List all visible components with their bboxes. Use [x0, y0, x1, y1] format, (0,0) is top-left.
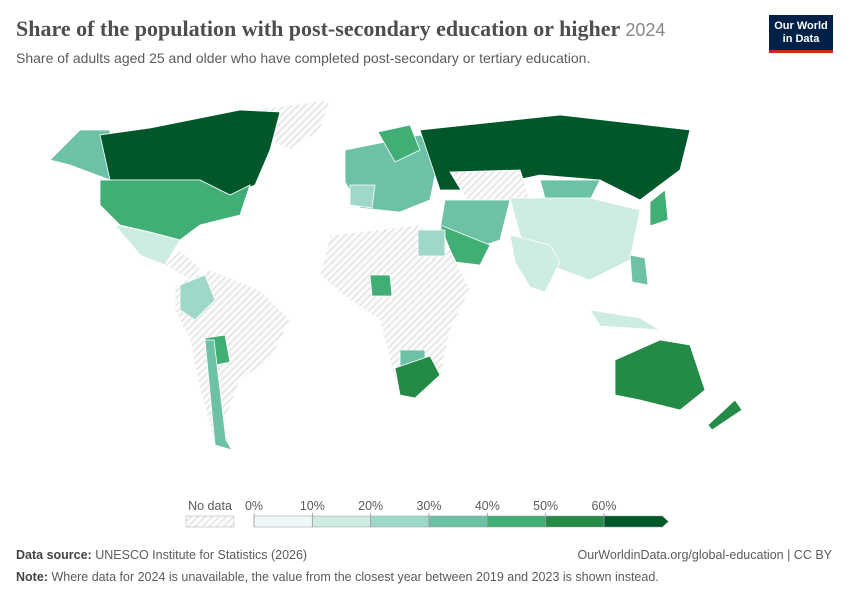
legend-swatch: [603, 515, 669, 528]
legend-swatch: [370, 515, 430, 528]
legend-swatch: [545, 515, 605, 528]
country[interactable]: [113, 224, 181, 266]
legend-tick-label: 50%: [533, 499, 558, 513]
legend-tick-label: 10%: [300, 499, 325, 513]
note-label: Note:: [16, 570, 48, 584]
country[interactable]: [377, 124, 421, 163]
country[interactable]: [509, 234, 561, 293]
legend-no-data-swatch: [185, 515, 235, 528]
country[interactable]: [649, 189, 669, 227]
subtitle: Share of adults aged 25 and older who ha…: [16, 50, 591, 66]
legend-swatch: [253, 515, 313, 528]
country[interactable]: [164, 249, 201, 281]
logo-text: in Data: [782, 33, 820, 45]
legend-tick-label: 0%: [245, 499, 263, 513]
legend-swatch: [428, 515, 488, 528]
legend-tick-label: 30%: [416, 499, 441, 513]
country[interactable]: [179, 274, 216, 321]
legend-tick-label: 60%: [591, 499, 616, 513]
source-text[interactable]: UNESCO Institute for Statistics (2026): [95, 548, 308, 562]
country[interactable]: [707, 399, 743, 431]
note: Note: Where data for 2024 is unavailable…: [16, 570, 659, 584]
legend-no-data-label: No data: [188, 499, 232, 513]
country[interactable]: [589, 309, 661, 331]
logo[interactable]: Our World in Data: [769, 15, 833, 53]
country[interactable]: [417, 229, 446, 257]
source-label: Data source:: [16, 548, 92, 562]
legend-tick-label: 20%: [358, 499, 383, 513]
url[interactable]: OurWorldinData.org/global-education | CC…: [577, 548, 832, 562]
country[interactable]: [204, 339, 233, 451]
country[interactable]: [369, 274, 393, 297]
country[interactable]: [174, 269, 291, 451]
countries: [49, 99, 743, 451]
country[interactable]: [614, 339, 706, 411]
title-block: Share of the population with post-second…: [16, 16, 665, 42]
legend-swatch: [312, 515, 371, 528]
legend: No data 0% 10% 20% 30% 40% 50% 60%: [185, 499, 669, 528]
country[interactable]: [99, 179, 251, 241]
logo-text: Our World: [774, 20, 828, 32]
chart-title: Share of the population with post-second…: [16, 16, 620, 41]
country[interactable]: [349, 184, 376, 209]
country[interactable]: [539, 179, 601, 201]
note-text: Where data for 2024 is unavailable, the …: [51, 570, 659, 584]
year: 2024: [625, 20, 666, 40]
country[interactable]: [394, 355, 441, 399]
country[interactable]: [629, 254, 649, 286]
country[interactable]: [319, 224, 471, 401]
legend-swatch: [487, 515, 546, 528]
legend-tick-label: 40%: [475, 499, 500, 513]
source: Data source: UNESCO Institute for Statis…: [16, 548, 307, 562]
